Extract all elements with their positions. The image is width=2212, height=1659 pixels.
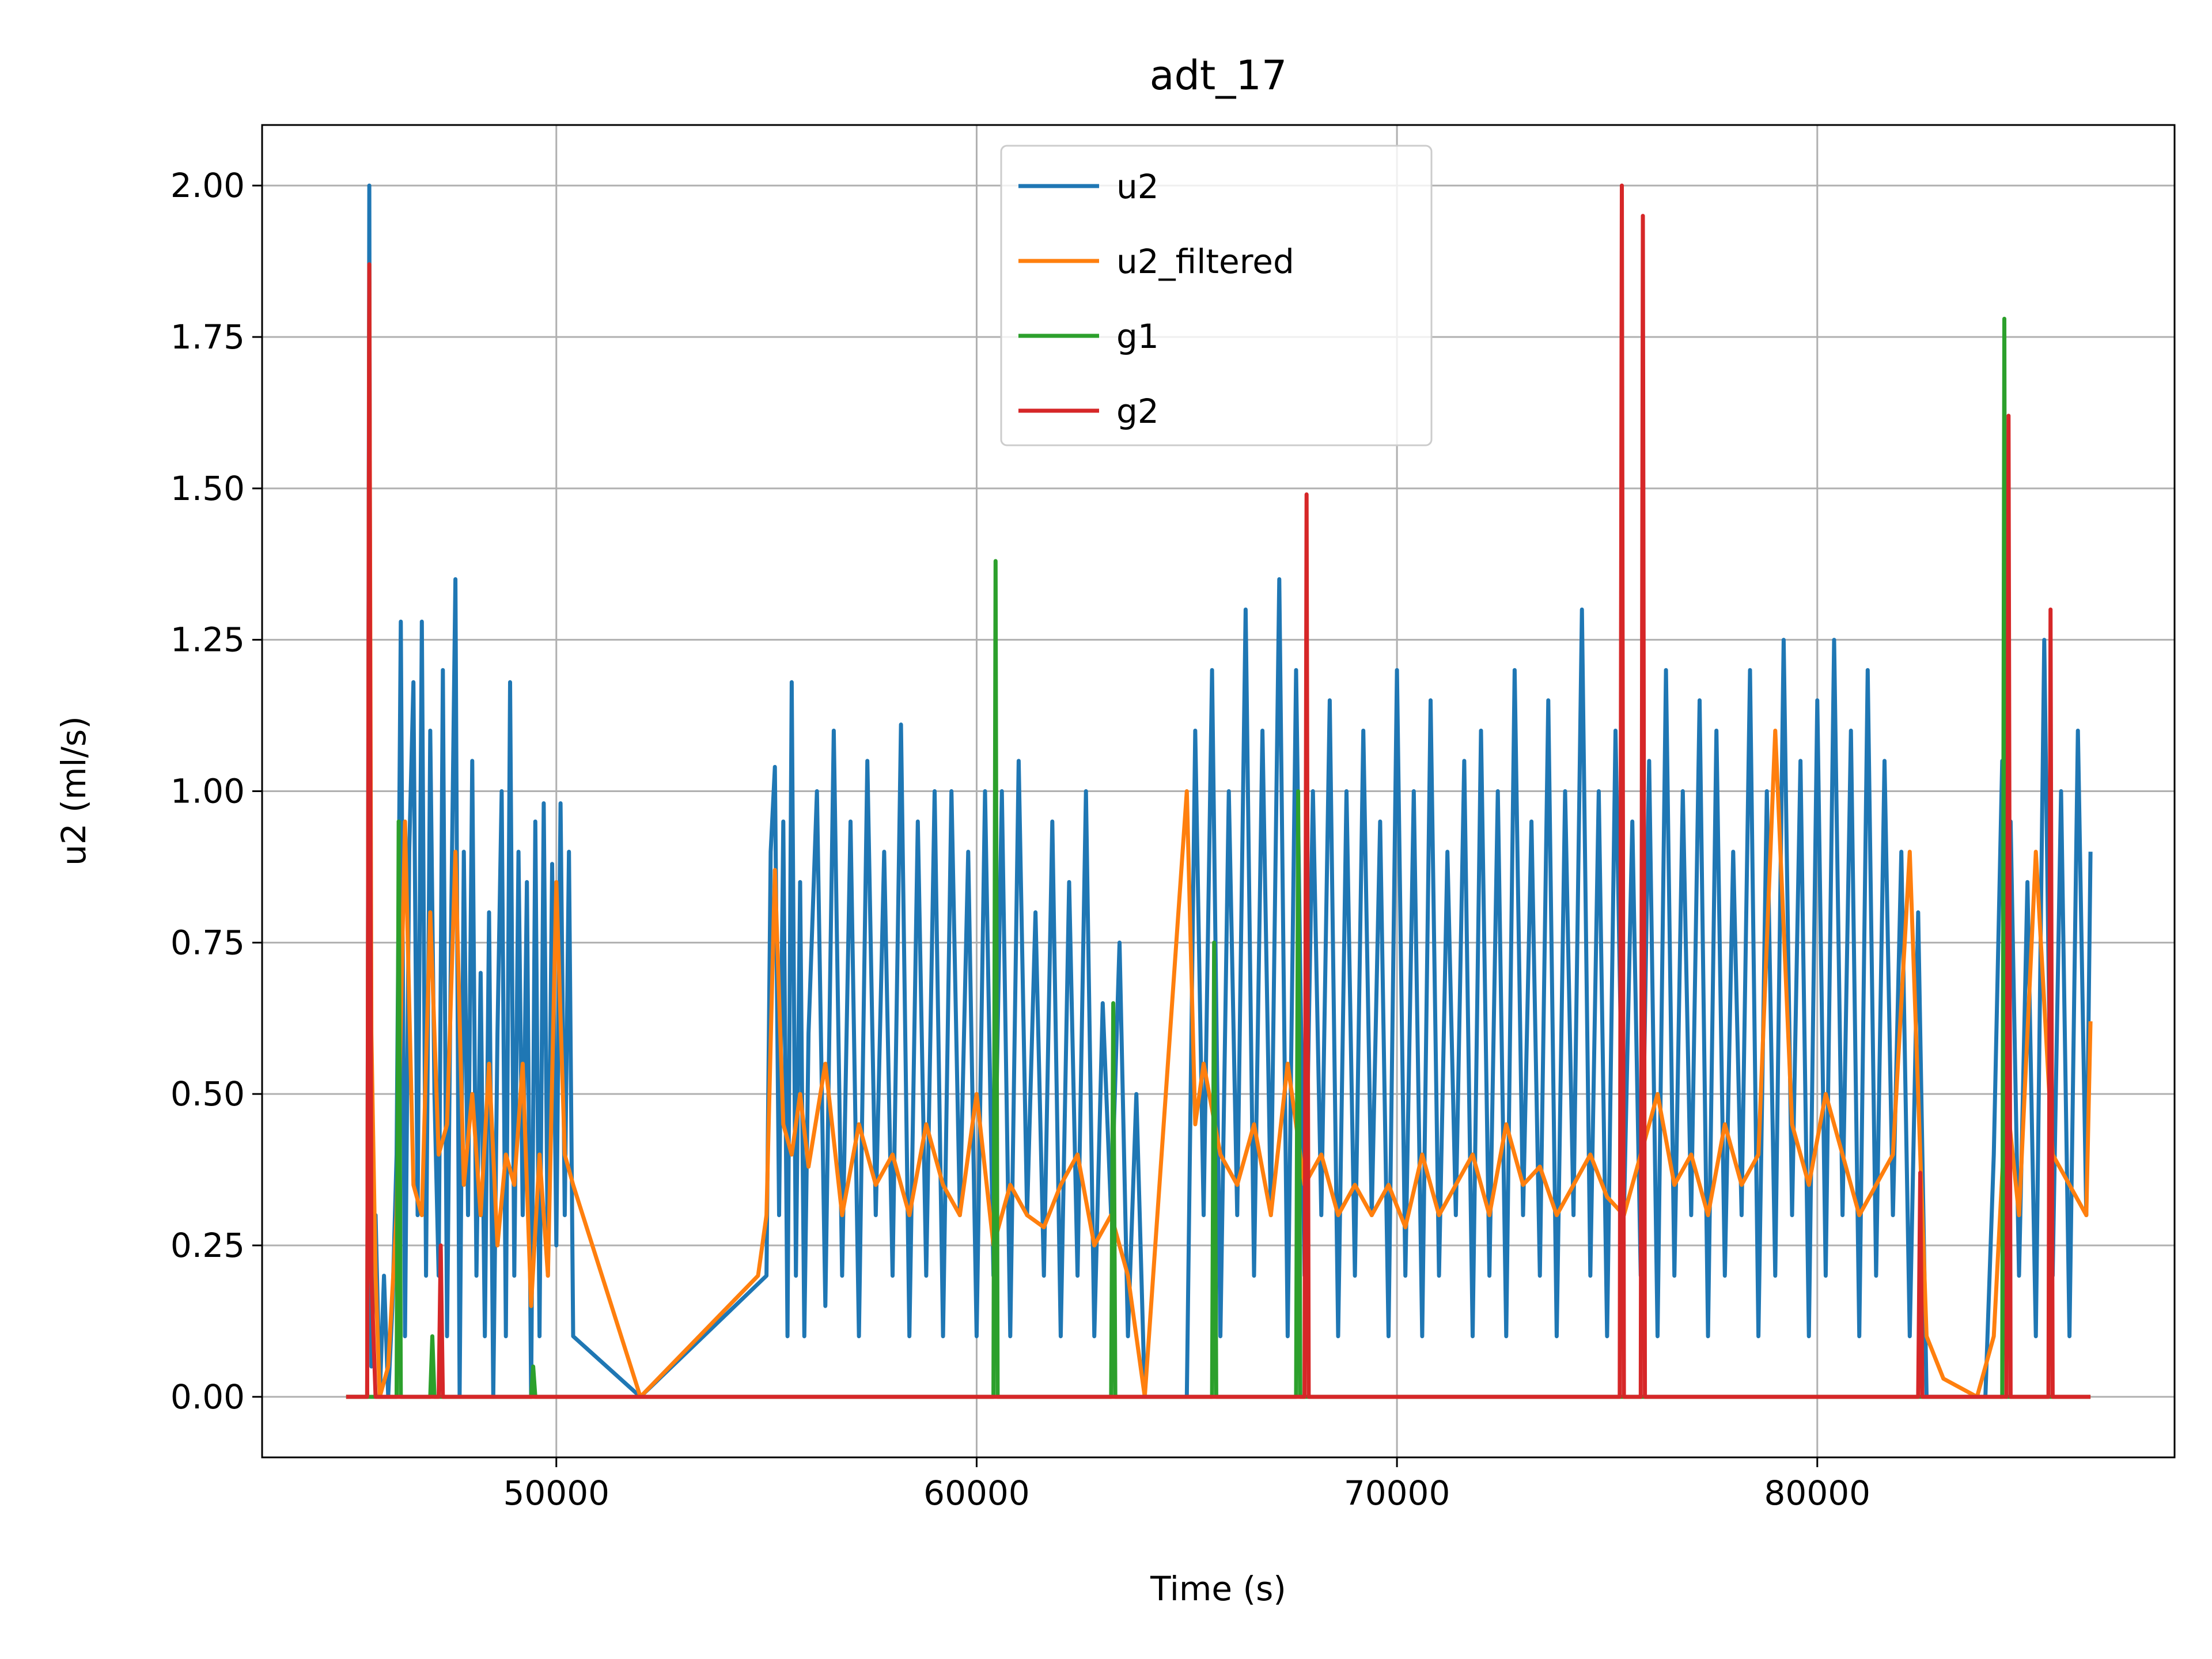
y-tick-label: 2.00 (171, 166, 245, 205)
legend-label: g2 (1116, 392, 1159, 431)
legend: u2 u2_filtered g1 g2 (1000, 145, 1433, 446)
legend-box (1000, 145, 1433, 446)
legend-label: u2_filtered (1116, 242, 1294, 281)
y-axis-label: u2 (ml/s) (54, 716, 93, 866)
series-line-g2 (346, 183, 2091, 1399)
y-tick-label: 0.00 (171, 1377, 245, 1416)
axis-ticks: 50000 60000 70000 80000 0.00 0.25 0.50 0.75 1.00… (171, 166, 1870, 1513)
legend-label: g1 (1116, 317, 1159, 356)
y-tick-label: 1.50 (171, 469, 245, 508)
y-tick-label: 0.50 (171, 1074, 245, 1113)
x-tick-label: 60000 (923, 1474, 1030, 1513)
legend-label: u2 (1116, 167, 1159, 206)
chart-title: adt_17 (1150, 52, 1287, 99)
series-lines (346, 183, 2093, 1399)
y-tick-label: 1.25 (171, 620, 245, 660)
y-tick-label: 1.00 (171, 772, 245, 811)
x-axis-label: Time (s) (1150, 1569, 1286, 1608)
x-tick-label: 80000 (1764, 1474, 1871, 1513)
x-tick-label: 70000 (1344, 1474, 1450, 1513)
y-tick-label: 0.25 (171, 1226, 245, 1265)
y-tick-label: 0.75 (171, 923, 245, 962)
x-tick-label: 50000 (503, 1474, 610, 1513)
y-tick-label: 1.75 (171, 317, 245, 357)
